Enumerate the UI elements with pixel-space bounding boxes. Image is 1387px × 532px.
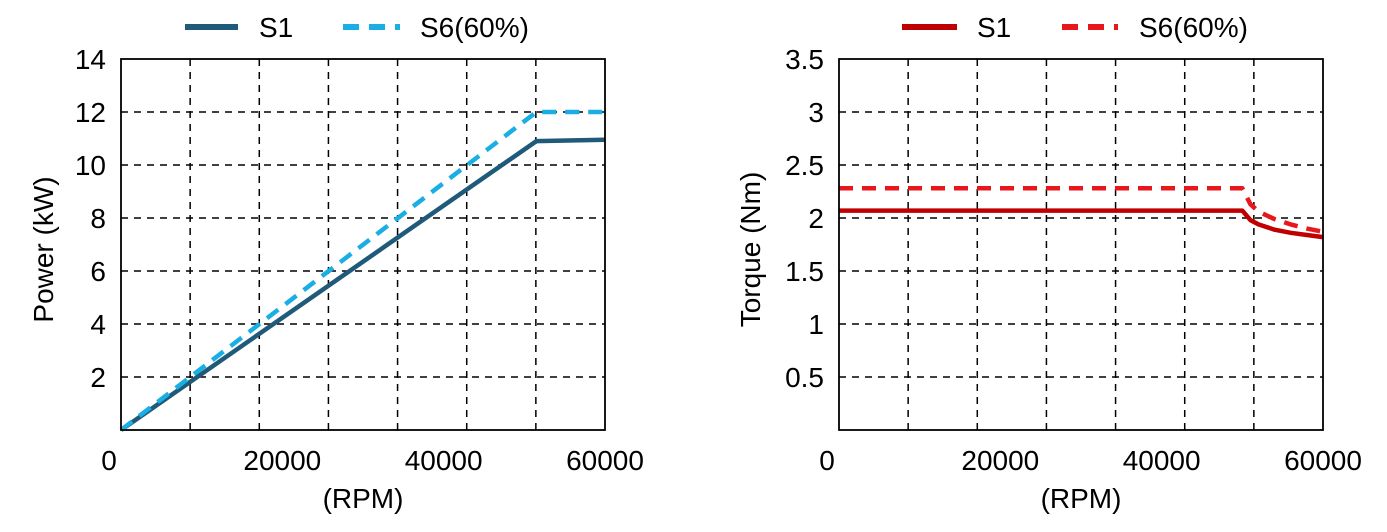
torque-y-tick-label: 2.5	[785, 150, 824, 181]
power-series-s1-line	[119, 137, 606, 432]
power-gridlines	[121, 59, 605, 430]
power-legend-label-s6: S6(60%)	[420, 12, 529, 43]
power-legend-label-s1: S1	[259, 12, 293, 43]
power-y-tick-label: 10	[75, 150, 106, 181]
power-x-tick-label: 20000	[243, 445, 321, 476]
power-y-tick-label: 8	[90, 203, 106, 234]
power-x-axis-label: (RPM)	[323, 483, 404, 514]
torque-legend-label-s1: S1	[977, 12, 1011, 43]
torque-y-tick-label: 1	[808, 309, 824, 340]
torque-y-tick-label: 3	[808, 97, 824, 128]
power-y-axis-label: Power (kW)	[28, 176, 59, 322]
torque-x-axis-label: (RPM)	[1041, 483, 1122, 514]
torque-y-axis-label: Torque (Nm)	[735, 172, 766, 328]
power-y-tick-label: 6	[90, 256, 106, 287]
torque-chart: 0.5 1 1.5 2 2.5 3 3.5 0 20000 40000 60000 (RPM) Torq…	[735, 12, 1362, 514]
torque-x-tick-label: 20000	[961, 445, 1039, 476]
power-y-tick-label: 2	[90, 362, 106, 393]
power-chart: 2 4 6 8 10 12 14 0 20000 40000 60000 (RPM) Power (kW…	[28, 12, 644, 514]
power-y-tick-label: 12	[75, 97, 106, 128]
torque-plot-frame	[838, 58, 1324, 431]
power-plot-frame	[120, 58, 606, 431]
torque-gridlines	[839, 59, 1323, 430]
torque-y-tick-label: 2	[808, 203, 824, 234]
torque-series-s6-line	[839, 186, 1324, 235]
torque-x-tick-label: 60000	[1284, 445, 1362, 476]
power-x-tick-label: 0	[101, 445, 117, 476]
torque-legend-label-s6: S6(60%)	[1139, 12, 1248, 43]
torque-x-tick-label: 40000	[1123, 445, 1201, 476]
torque-y-tick-label: 3.5	[785, 44, 824, 75]
power-y-tick-label: 4	[90, 309, 106, 340]
torque-y-tick-label: 0.5	[785, 362, 824, 393]
torque-series-s1-line	[839, 208, 1324, 240]
power-y-tick-label: 14	[75, 44, 106, 75]
power-x-tick-label: 60000	[566, 445, 644, 476]
power-series-s6-line	[119, 109, 605, 432]
torque-y-tick-label: 1.5	[785, 256, 824, 287]
power-x-tick-label: 40000	[405, 445, 483, 476]
torque-x-tick-label: 0	[819, 445, 835, 476]
